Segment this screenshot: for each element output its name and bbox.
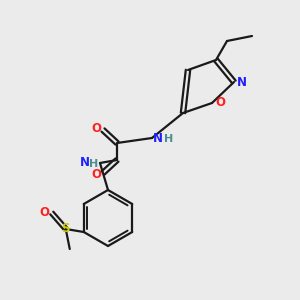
Text: O: O xyxy=(91,122,101,136)
Text: N: N xyxy=(237,76,247,89)
Text: O: O xyxy=(40,206,50,218)
Text: S: S xyxy=(61,223,70,236)
Text: H: H xyxy=(164,134,174,144)
Text: H: H xyxy=(89,159,99,169)
Text: O: O xyxy=(215,95,225,109)
Text: O: O xyxy=(91,167,101,181)
Text: N: N xyxy=(153,131,163,145)
Text: N: N xyxy=(80,157,90,169)
